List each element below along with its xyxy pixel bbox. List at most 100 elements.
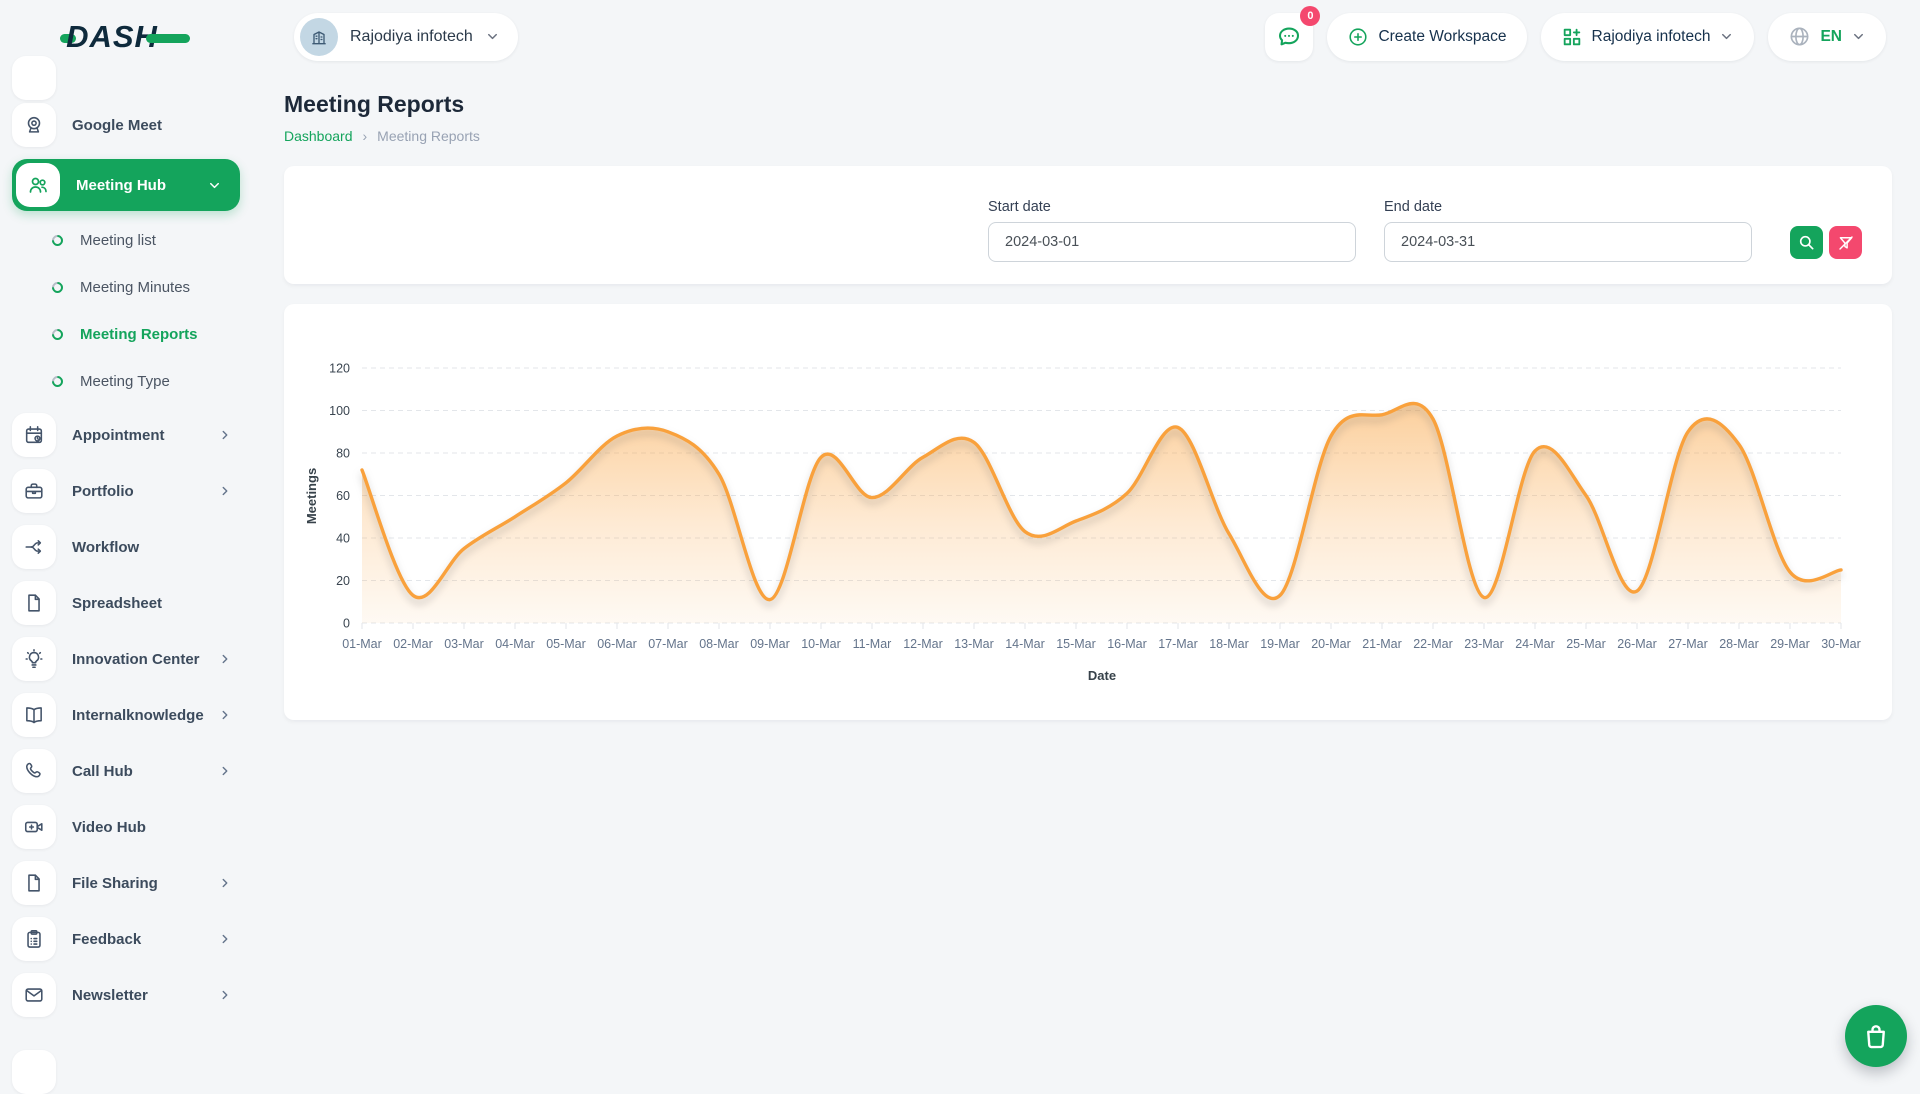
sidebar-item-internalknowledge[interactable]: Internalknowledge	[12, 693, 250, 737]
sidebar-item-portfolio[interactable]: Portfolio	[12, 469, 250, 513]
breadcrumb-current: Meeting Reports	[377, 128, 480, 144]
bullet-icon	[50, 326, 66, 342]
webcam-icon	[12, 103, 56, 147]
reset-filter-button[interactable]	[1829, 226, 1862, 259]
company-dropdown[interactable]: Rajodiya infotech	[1541, 13, 1755, 61]
svg-text:05-Mar: 05-Mar	[546, 637, 586, 651]
calendar-icon	[12, 413, 56, 457]
sidebar-item-spreadsheet[interactable]: Spreadsheet	[12, 581, 250, 625]
search-icon	[1797, 233, 1816, 252]
messages-badge: 0	[1300, 6, 1320, 26]
end-date-group: End date	[1384, 199, 1752, 262]
chevron-right-icon	[218, 764, 232, 778]
start-date-group: Start date	[988, 199, 1356, 262]
language-dropdown[interactable]: EN	[1768, 13, 1886, 61]
sidebar-item-meeting-type[interactable]: Meeting Type	[52, 366, 250, 396]
svg-text:21-Mar: 21-Mar	[1362, 637, 1402, 651]
svg-text:12-Mar: 12-Mar	[903, 637, 943, 651]
sidebar-item-label: Innovation Center	[72, 651, 200, 668]
sidebar-item-partial	[12, 1050, 56, 1094]
svg-text:26-Mar: 26-Mar	[1617, 637, 1657, 651]
chevron-right-icon	[218, 708, 232, 722]
sidebar-item-workflow[interactable]: Workflow	[12, 525, 250, 569]
chevron-right-icon	[218, 484, 232, 498]
sidebar-item-innovation-center[interactable]: Innovation Center	[12, 637, 250, 681]
breadcrumb-separator: ›	[363, 128, 368, 144]
sidebar-item-file-sharing[interactable]: File Sharing	[12, 861, 250, 905]
search-button[interactable]	[1790, 226, 1823, 259]
svg-text:Meetings: Meetings	[304, 468, 319, 524]
sidebar-item-appointment[interactable]: Appointment	[12, 413, 250, 457]
svg-text:100: 100	[329, 404, 350, 418]
create-workspace-button[interactable]: Create Workspace	[1327, 13, 1526, 61]
breadcrumb-dashboard-link[interactable]: Dashboard	[284, 128, 353, 144]
page-title: Meeting Reports	[284, 91, 1892, 118]
sidebar-item-call-hub[interactable]: Call Hub	[12, 749, 250, 793]
svg-text:60: 60	[336, 489, 350, 503]
sidebar-item-meeting-reports[interactable]: Meeting Reports	[52, 319, 250, 349]
sidebar-item-feedback[interactable]: Feedback	[12, 917, 250, 961]
sidebar-item-label: Portfolio	[72, 483, 134, 500]
svg-text:24-Mar: 24-Mar	[1515, 637, 1555, 651]
svg-text:03-Mar: 03-Mar	[444, 637, 484, 651]
main-content: Meeting Reports Dashboard › Meeting Repo…	[250, 73, 1920, 720]
start-date-input[interactable]	[988, 222, 1356, 262]
sidebar-item-google-meet[interactable]: Google Meet	[12, 103, 250, 147]
sidebar-item-label: Spreadsheet	[72, 595, 162, 612]
svg-text:0: 0	[343, 617, 350, 631]
sidebar-subitem-label: Meeting Type	[80, 373, 170, 390]
sidebar-item-partial	[12, 56, 56, 100]
phone-icon	[12, 749, 56, 793]
svg-text:11-Mar: 11-Mar	[853, 637, 892, 651]
chat-icon	[1276, 24, 1302, 50]
chevron-right-icon	[218, 652, 232, 666]
file-icon	[12, 581, 56, 625]
sidebar-item-label: Workflow	[72, 539, 139, 556]
filter-off-icon	[1837, 234, 1855, 252]
sidebar-item-meeting-list[interactable]: Meeting list	[52, 225, 250, 255]
workspace-avatar	[300, 18, 338, 56]
svg-text:07-Mar: 07-Mar	[648, 637, 688, 651]
svg-text:20: 20	[336, 574, 350, 588]
messages-button[interactable]: 0	[1265, 13, 1313, 61]
workflow-icon	[12, 525, 56, 569]
plus-circle-icon	[1347, 26, 1369, 48]
chevron-right-icon	[218, 428, 232, 442]
svg-text:22-Mar: 22-Mar	[1413, 637, 1453, 651]
workspace-selector[interactable]: Rajodiya infotech	[294, 13, 518, 61]
svg-text:80: 80	[336, 447, 350, 461]
sidebar-item-video-hub[interactable]: Video Hub	[12, 805, 250, 849]
bullet-icon	[50, 232, 66, 248]
end-date-input[interactable]	[1384, 222, 1752, 262]
sidebar-subitem-label: Meeting Minutes	[80, 279, 190, 296]
building-icon	[309, 27, 329, 47]
svg-text:27-Mar: 27-Mar	[1668, 637, 1708, 651]
start-date-label: Start date	[988, 199, 1356, 215]
date-filter-card: Start date End date	[284, 166, 1892, 284]
svg-text:19-Mar: 19-Mar	[1260, 637, 1300, 651]
sidebar-item-meeting-minutes[interactable]: Meeting Minutes	[52, 272, 250, 302]
lightbulb-icon	[12, 637, 56, 681]
svg-text:29-Mar: 29-Mar	[1770, 637, 1810, 651]
bullet-icon	[50, 279, 66, 295]
svg-text:13-Mar: 13-Mar	[954, 637, 994, 651]
sidebar-subitem-label: Meeting list	[80, 232, 156, 249]
sidebar-item-meeting-hub[interactable]: Meeting Hub	[12, 159, 240, 211]
chevron-right-icon	[218, 876, 232, 890]
grid-plus-icon	[1561, 26, 1583, 48]
svg-text:02-Mar: 02-Mar	[393, 637, 433, 651]
buy-now-fab[interactable]	[1845, 1005, 1907, 1067]
svg-text:18-Mar: 18-Mar	[1209, 637, 1249, 651]
brand-logo: DASH	[0, 19, 250, 55]
meetings-area-chart: 02040608010012001-Mar02-Mar03-Mar04-Mar0…	[300, 322, 1876, 700]
svg-text:15-Mar: 15-Mar	[1056, 637, 1096, 651]
svg-text:28-Mar: 28-Mar	[1719, 637, 1759, 651]
chevron-down-icon	[207, 178, 222, 193]
sidebar-item-label: Meeting Hub	[76, 177, 166, 194]
logo-accent	[146, 34, 190, 43]
sidebar-item-label: Call Hub	[72, 763, 133, 780]
sidebar-item-label: Feedback	[72, 931, 141, 948]
sidebar-item-newsletter[interactable]: Newsletter	[12, 973, 250, 1017]
svg-text:09-Mar: 09-Mar	[750, 637, 790, 651]
sidebar-item-label: Appointment	[72, 427, 164, 444]
